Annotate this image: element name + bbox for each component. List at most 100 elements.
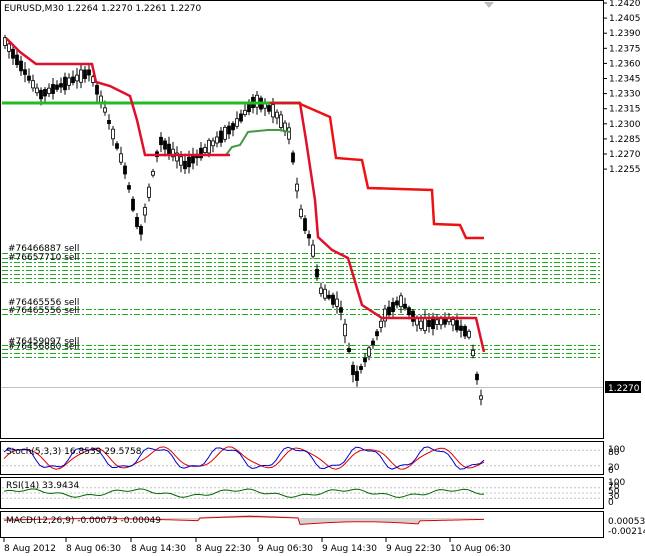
candle-body bbox=[71, 76, 75, 84]
candle-body bbox=[463, 326, 467, 337]
trailing-stop-2 bbox=[270, 101, 486, 353]
candle-body bbox=[7, 43, 11, 52]
candle-body bbox=[235, 118, 239, 127]
candle-body bbox=[183, 160, 187, 170]
candle-body bbox=[359, 366, 363, 370]
price-tick-label: 1.2300 bbox=[609, 120, 641, 130]
time-axis: 8 Aug 2012 8 Aug 06:30 8 Aug 14:30 8 Aug 22… bbox=[3, 538, 511, 554]
candle-body bbox=[295, 183, 299, 192]
candle-body bbox=[67, 77, 71, 86]
stoch-tick-label: 80 bbox=[608, 448, 620, 458]
chart-shift-marker[interactable] bbox=[484, 2, 494, 8]
candle-body bbox=[399, 295, 403, 308]
candle-body bbox=[139, 225, 143, 235]
macd-tick-label: 0.00053 bbox=[608, 517, 645, 527]
candle-body bbox=[111, 128, 115, 140]
candle-body bbox=[215, 136, 219, 144]
price-tick-label: 1.2330 bbox=[609, 90, 641, 100]
stoch-signal-line bbox=[3, 446, 485, 470]
candle-body bbox=[39, 89, 43, 100]
time-tick-label: 8 Aug 06:30 bbox=[66, 544, 121, 554]
candle-body bbox=[23, 69, 27, 75]
candle-body bbox=[247, 102, 251, 113]
candle-body bbox=[171, 148, 175, 158]
candle-body bbox=[151, 170, 155, 176]
candle-body bbox=[11, 48, 15, 59]
stoch-pane[interactable] bbox=[0, 441, 604, 475]
candle-body bbox=[323, 288, 327, 299]
rsi-tick-label: 0 bbox=[608, 498, 614, 508]
candle-body bbox=[435, 319, 439, 325]
price-tick-label: 1.2345 bbox=[609, 75, 641, 85]
rsi-tick-label: 30 bbox=[608, 492, 620, 502]
price-tick-label: 1.2285 bbox=[609, 135, 641, 145]
candle-body bbox=[375, 331, 379, 337]
trailing-stop-1 bbox=[5, 37, 230, 157]
macd-signal-line bbox=[3, 515, 485, 525]
price-tick-label: 1.2315 bbox=[609, 105, 641, 115]
candle-body bbox=[35, 87, 39, 94]
candle-body bbox=[379, 320, 383, 328]
candle-body bbox=[127, 185, 131, 190]
candle-body bbox=[319, 287, 323, 294]
candle-body bbox=[427, 320, 431, 327]
macd-tick-label: -0.00214 bbox=[608, 527, 645, 537]
current-price-box bbox=[605, 381, 641, 393]
candle-body bbox=[395, 300, 399, 306]
candle-body bbox=[119, 153, 123, 163]
candle-body bbox=[303, 218, 307, 231]
candle-body bbox=[211, 140, 215, 147]
price-tick-label: 1.2375 bbox=[609, 44, 641, 54]
candle-body bbox=[275, 111, 279, 119]
candle-body bbox=[407, 307, 411, 316]
candle-body bbox=[451, 319, 455, 326]
candle-body bbox=[363, 357, 367, 363]
candle-body bbox=[343, 323, 347, 337]
candle-body bbox=[19, 60, 23, 72]
support-trail bbox=[225, 129, 291, 156]
time-tick-label: 8 Aug 2012 bbox=[4, 544, 56, 554]
rsi-title: RSI(14) 33.9434 bbox=[6, 481, 80, 491]
candle-body bbox=[43, 89, 47, 97]
candle-body bbox=[199, 147, 203, 159]
candle-body bbox=[315, 268, 319, 278]
candle-body bbox=[83, 69, 87, 79]
time-tick-label: 8 Aug 14:30 bbox=[131, 544, 186, 554]
trailing-stop-3 bbox=[297, 101, 484, 240]
candle-body bbox=[159, 136, 163, 146]
candlesticks bbox=[3, 34, 483, 406]
candle-body bbox=[135, 216, 139, 228]
macd-indicator: 0.00053-0.00214 bbox=[3, 515, 645, 537]
candle-body bbox=[339, 307, 343, 313]
candle-body bbox=[175, 152, 179, 162]
stoch-main-line bbox=[3, 446, 485, 470]
candle-body bbox=[355, 371, 359, 381]
candle-body bbox=[471, 349, 475, 357]
macd-title: MACD(12,26,9) -0.00073 -0.00049 bbox=[6, 516, 162, 526]
candle-body bbox=[459, 325, 463, 331]
candle-body bbox=[299, 208, 303, 218]
candle-body bbox=[3, 37, 7, 46]
candle-body bbox=[15, 54, 19, 66]
order-label: #76459097 sell bbox=[8, 337, 79, 347]
rsi-tick-label: 70 bbox=[608, 482, 620, 492]
stop-lines bbox=[2, 37, 486, 353]
time-tick-label: 9 Aug 14:30 bbox=[322, 544, 377, 554]
main-pane[interactable] bbox=[0, 0, 604, 439]
rsi-tick-label: 100 bbox=[608, 478, 625, 488]
price-tick-label: 1.2270 bbox=[609, 150, 641, 160]
time-tick-label: 8 Aug 22:30 bbox=[196, 544, 251, 554]
candle-body bbox=[87, 69, 91, 76]
candle-body bbox=[307, 234, 311, 239]
stoch-tick-label: 100 bbox=[608, 445, 625, 455]
candle-body bbox=[347, 348, 351, 352]
price-tick-label: 1.2420 bbox=[609, 0, 641, 9]
candle-body bbox=[243, 109, 247, 116]
candle-body bbox=[371, 340, 375, 346]
candle-body bbox=[219, 130, 223, 143]
price-tick-label: 1.2405 bbox=[609, 14, 641, 24]
candle-body bbox=[267, 105, 271, 112]
